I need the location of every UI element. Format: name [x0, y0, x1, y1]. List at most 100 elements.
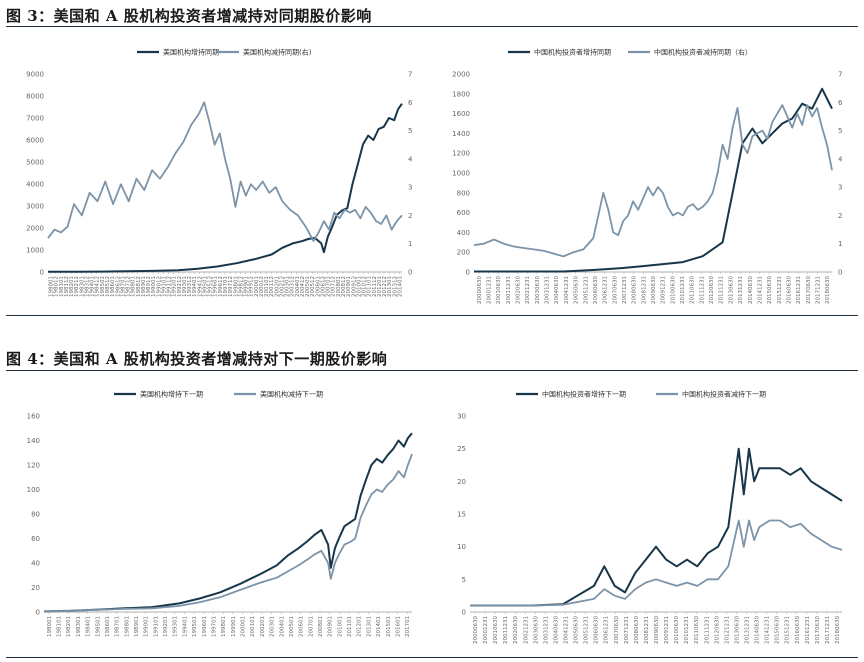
x-tick-label: 200201: [274, 276, 280, 297]
series-line-2: [43, 453, 413, 613]
y-right-tick-label: 7: [408, 71, 412, 79]
cn-same-period-chart: 0 200 400 600 800 1000 1200 1400 1600 1800 2000 0 1 2…: [452, 48, 843, 305]
x-tick-label: 200101: [250, 616, 256, 637]
x-tick-label: 20130630: [734, 616, 740, 644]
series-line-1: [474, 87, 833, 273]
x-tick-label: 20080630: [632, 276, 638, 304]
y-left-tick-label: 1600: [452, 110, 470, 118]
x-tick-label: 20141231: [765, 616, 771, 644]
y-left-tick-label: 30: [457, 413, 466, 421]
x-tick-label: 20170630: [815, 616, 821, 644]
x-tick-label: 20100630: [674, 616, 680, 644]
x-tick-label: 200401: [295, 276, 301, 297]
x-tick-label: 201001: [356, 276, 362, 297]
x-tick-label: 199801: [221, 616, 227, 637]
x-tick-label: 200301: [285, 276, 291, 297]
x-tick-label: 200301: [270, 616, 276, 637]
x-tick-label: 200312: [290, 276, 296, 297]
x-tick-label: 20101231: [680, 276, 686, 304]
x-tick-label: 199401: [182, 616, 188, 637]
y-left-tick-label: 9000: [26, 71, 44, 79]
x-tick-label: 198901: [141, 276, 147, 297]
x-tick-label: 200001: [254, 276, 260, 297]
y-right-tick-label: 6: [838, 99, 843, 107]
x-tick-label: 199601: [213, 276, 219, 297]
y-left-tick-label: 15: [457, 511, 466, 519]
x-tick-label: 20150630: [767, 276, 773, 304]
x-tick-label: 201001: [337, 616, 343, 637]
x-tick-label: 200601: [299, 616, 305, 637]
y-left-tick-label: 25: [457, 445, 466, 453]
series-line-1: [43, 432, 413, 613]
x-tick-label: 198901: [134, 616, 140, 637]
y-left-tick-label: 0: [36, 609, 40, 617]
x-tick-label: 198201: [69, 276, 75, 297]
x-tick-label: 198012: [54, 276, 60, 297]
y-left-tick-label: 1800: [452, 90, 470, 98]
y-right-tick-label: 1: [408, 240, 412, 248]
x-tick-label: 201201: [357, 616, 363, 637]
x-tick-label: 20101231: [684, 616, 690, 644]
x-tick-label: 20141231: [757, 276, 763, 304]
y-left-tick-label: 2000: [26, 225, 44, 233]
y-left-tick-label: 120: [27, 462, 40, 470]
x-tick-label: 20021231: [525, 276, 531, 304]
y-right-tick-label: 7: [838, 71, 842, 79]
y-left-tick-label: 80: [31, 511, 40, 519]
y-left-tick-label: 6000: [26, 137, 44, 145]
x-tick-label: 20021231: [523, 616, 529, 644]
x-tick-label: 199901: [244, 276, 250, 297]
y-left-tick-label: 140: [27, 437, 40, 445]
x-tick-label: 200601: [315, 276, 321, 297]
x-tick-label: 200501: [305, 276, 311, 297]
x-tick-label: 199512: [208, 276, 214, 297]
x-tick-label: 200912: [351, 276, 357, 297]
x-tick-label: 199812: [238, 276, 244, 297]
x-tick-label: 20001231: [487, 276, 493, 304]
x-tick-label: 199101: [161, 276, 167, 297]
x-tick-label: 20090630: [651, 276, 657, 304]
x-tick-label: 20161231: [805, 616, 811, 644]
x-tick-label: 20070630: [614, 616, 620, 644]
x-tick-label: 20061231: [604, 616, 610, 644]
x-tick-label: 20010630: [496, 276, 502, 304]
y-left-tick-label: 400: [457, 229, 470, 237]
y-right-tick-label: 5: [408, 127, 412, 135]
x-tick-label: 200201: [260, 616, 266, 637]
y-left-tick-label: 20: [457, 478, 466, 486]
x-tick-label: 198112: [64, 276, 70, 297]
y-left-tick-label: 5000: [26, 159, 44, 167]
x-tick-label: 198712: [126, 276, 132, 297]
us-same-period-chart: 0 1000 2000 3000 4000 5000 6000 7000 8000 9000 0 1 2…: [26, 48, 413, 298]
y-left-tick-label: 600: [457, 209, 470, 217]
x-tick-label: 20180630: [825, 276, 831, 304]
x-tick-label: 201401: [397, 276, 403, 297]
y-right-tick-label: 5: [838, 127, 842, 135]
x-tick-label: 20120630: [709, 276, 715, 304]
x-tick-label: 201301: [387, 276, 393, 297]
x-tick-label: 198301: [76, 616, 82, 637]
x-tick-label: 200012: [259, 276, 265, 297]
y-left-tick-label: 4000: [26, 181, 44, 189]
x-tick-label: 199912: [249, 276, 255, 297]
x-tick-label: 198612: [115, 276, 121, 297]
x-tick-label: 198101: [59, 276, 65, 297]
x-tick-label: 199001: [151, 276, 157, 297]
x-tick-label: 20111231: [704, 616, 710, 644]
x-tick-label: 200901: [346, 276, 352, 297]
figure-4-bottom-rule: [6, 657, 858, 658]
x-tick-label: 20031231: [545, 276, 551, 304]
x-tick-label: 20081231: [641, 276, 647, 304]
x-tick-label: 199112: [167, 276, 173, 297]
x-tick-label: 20091231: [664, 616, 670, 644]
y-left-tick-label: 10: [457, 543, 466, 551]
x-tick-label: 20010630: [493, 616, 499, 644]
x-tick-label: 201601: [395, 616, 401, 637]
x-tick-label: 20040630: [554, 276, 560, 304]
x-tick-label: 20020630: [516, 276, 522, 304]
x-tick-label: 20060630: [594, 616, 600, 644]
x-tick-label: 200712: [331, 276, 337, 297]
legend-label-2: 中国机构投资者减持下一期: [682, 390, 766, 399]
x-tick-label: 198801: [124, 616, 130, 637]
legend-label-1: 中国机构投资者增持下一期: [542, 390, 626, 399]
